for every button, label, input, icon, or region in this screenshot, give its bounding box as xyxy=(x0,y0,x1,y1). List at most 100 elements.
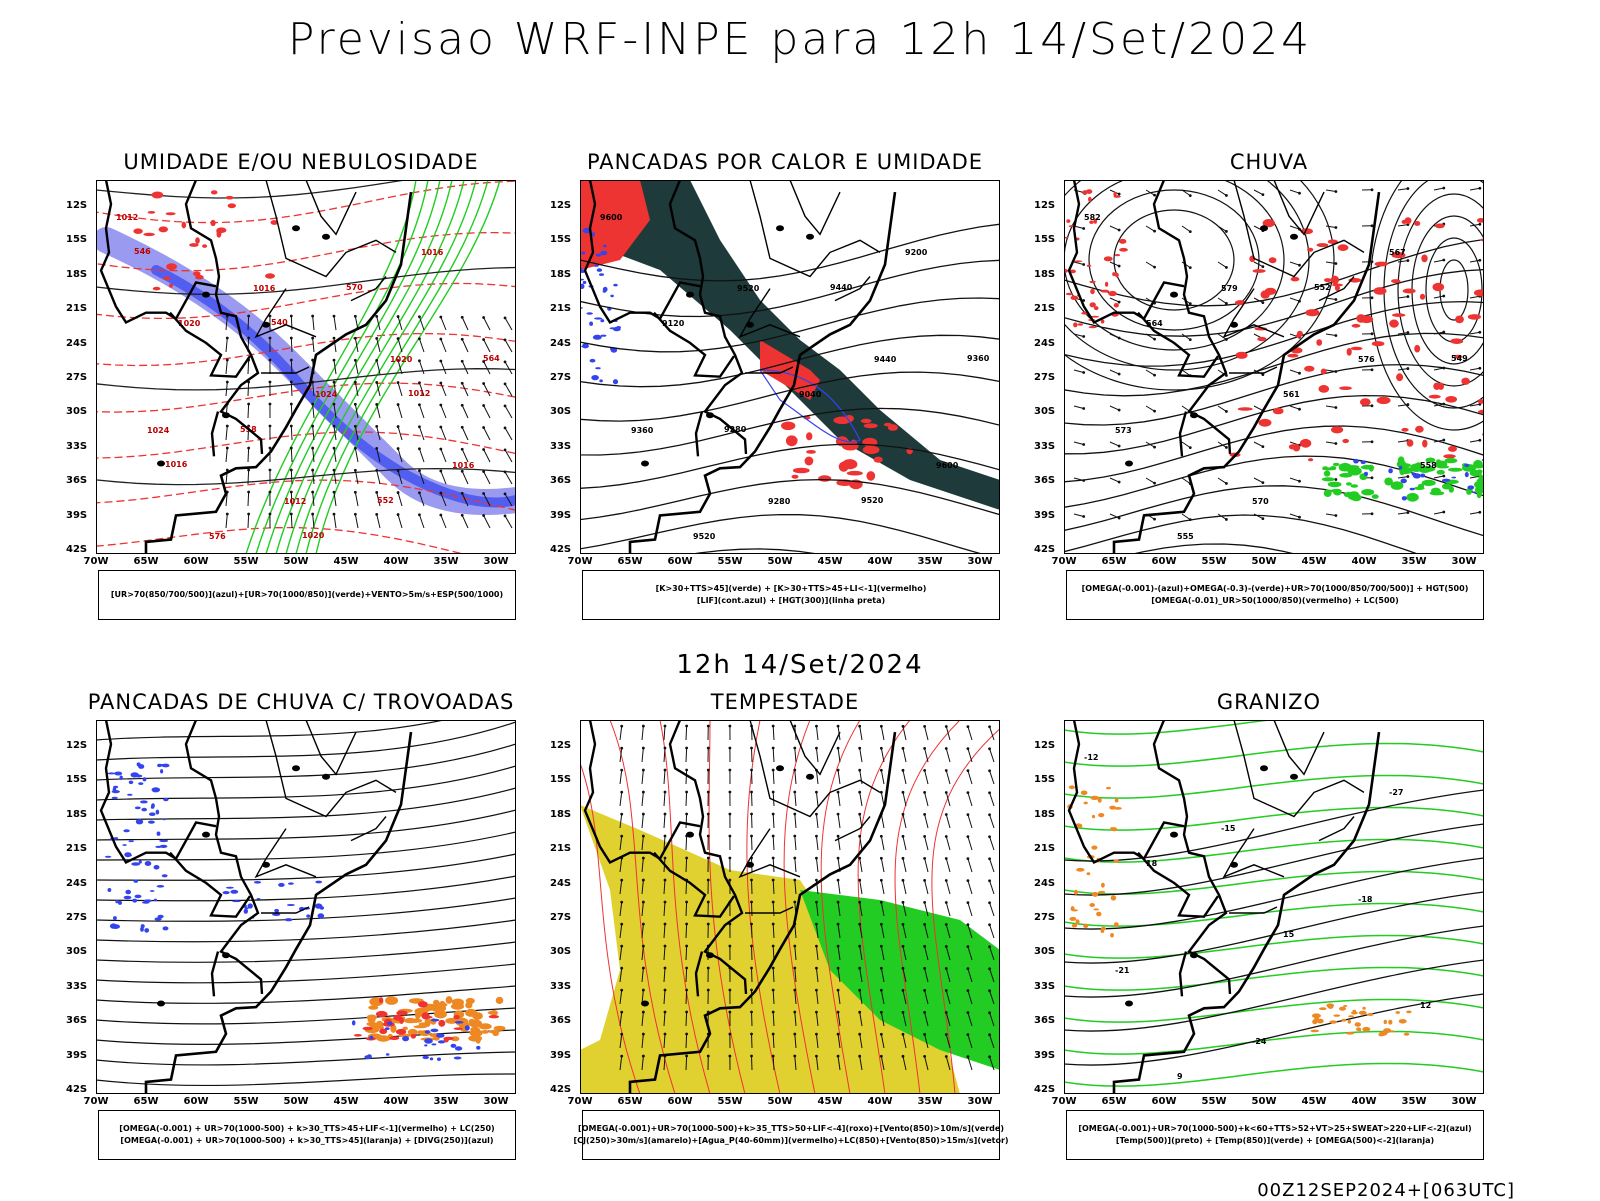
vector-head xyxy=(837,879,840,882)
rain-patch-red xyxy=(1066,219,1070,223)
vector-head xyxy=(1118,301,1121,304)
vector-head xyxy=(728,857,731,860)
vector-head xyxy=(1082,263,1085,266)
vector-head xyxy=(728,989,731,992)
rain-patch-green xyxy=(1449,486,1454,493)
vector-head xyxy=(1334,370,1337,373)
vector-head xyxy=(902,857,905,860)
vector-head xyxy=(880,769,883,772)
rain-patch-blue xyxy=(1361,461,1366,465)
vector-head xyxy=(837,901,840,904)
vector-head xyxy=(880,725,883,728)
vector-head xyxy=(642,769,645,772)
omega-orange-dot xyxy=(1084,802,1088,805)
vector-head xyxy=(880,791,883,794)
omega-orange-dot xyxy=(1092,892,1098,897)
vector-head xyxy=(1225,338,1228,341)
lat-tick-label: 12S xyxy=(1034,740,1055,751)
contour-label: -27 xyxy=(1389,788,1403,797)
lif-contour-dot xyxy=(581,252,585,255)
rain-patch-red xyxy=(1421,255,1427,263)
vector-head xyxy=(333,513,336,516)
vector-head xyxy=(439,426,442,429)
lat-tick-label: 39S xyxy=(66,1050,87,1061)
divergence-dot xyxy=(122,844,126,846)
vector-head xyxy=(772,791,775,794)
vector-head xyxy=(620,1033,623,1036)
vector-head xyxy=(923,1055,926,1058)
vector-head xyxy=(707,747,710,750)
wind-vector xyxy=(686,1034,687,1048)
vector-head xyxy=(815,791,818,794)
lon-tick-label: 55W xyxy=(234,556,259,567)
vector-head xyxy=(923,879,926,882)
rain-patch-red xyxy=(1455,316,1464,324)
vector-head xyxy=(664,989,667,992)
rain-patch-red xyxy=(1073,260,1082,262)
omega-orange-dot xyxy=(1072,909,1078,911)
divergence-dot xyxy=(144,928,149,933)
rain-patch-red xyxy=(1273,408,1284,415)
vector-head xyxy=(945,835,948,838)
vector-head xyxy=(247,513,250,516)
lon-tick-label: 30W xyxy=(968,556,993,567)
vector-head xyxy=(1082,227,1085,230)
vector-head xyxy=(642,791,645,794)
vector-head xyxy=(461,470,464,473)
vector-head xyxy=(664,1011,667,1014)
lif-contour-dot xyxy=(603,245,607,248)
thunderstorm-orange-patch xyxy=(451,1003,464,1009)
rain-patch-blue xyxy=(1364,472,1368,476)
vector-head xyxy=(793,791,796,794)
vector-head xyxy=(837,857,840,860)
legend-line: [OMEGA(-0.001) + UR>70(1000-500) + k>30_… xyxy=(119,1123,494,1135)
rain-patch-red xyxy=(1089,326,1097,328)
lon-tick-label: 40W xyxy=(1352,1096,1377,1107)
rain-patch-green xyxy=(1328,482,1342,488)
divergence-dot xyxy=(107,772,115,774)
divergence-dot xyxy=(129,840,134,842)
rain-patch-green xyxy=(1372,494,1379,499)
contour-label: 9040 xyxy=(799,390,822,399)
vector-head xyxy=(1406,403,1409,406)
vector-head xyxy=(418,315,421,318)
vector-head xyxy=(967,769,970,772)
legend-line: [OMEGA(-0.001)+UR>70(1000-500)+k>35_TTS>… xyxy=(578,1123,1004,1135)
lake-mark xyxy=(1290,774,1298,780)
divergence-dot xyxy=(112,797,118,799)
vector-head xyxy=(461,448,464,451)
omega-orange-dot xyxy=(1089,903,1095,907)
vector-head xyxy=(642,1033,645,1036)
rain-patch-red xyxy=(1405,217,1412,224)
vector-head xyxy=(923,813,926,816)
thunderstorm-orange-patch xyxy=(376,1021,384,1029)
vector-head xyxy=(728,835,731,838)
legend-line: [CJ(250)>30m/s](amarelo)+[Agua_P(40-60mm… xyxy=(573,1135,1008,1147)
vector-head xyxy=(707,1055,710,1058)
legend-line: [OMEGA(-0.001) + UR>70(1000-500) + k>30_… xyxy=(120,1135,493,1147)
vector-head xyxy=(397,469,400,472)
lake-mark xyxy=(262,322,270,328)
vector-head xyxy=(1189,194,1192,197)
lon-tick-label: 35W xyxy=(1402,1096,1427,1107)
vector-head xyxy=(1153,338,1156,341)
divergence-dot xyxy=(257,898,261,900)
rain-patch-red xyxy=(1332,284,1343,287)
divergence-dot xyxy=(436,1033,444,1037)
vector-head xyxy=(945,813,948,816)
vector-head xyxy=(945,1011,948,1014)
vector-head xyxy=(750,1011,753,1014)
lat-tick-label: 18S xyxy=(1034,269,1055,280)
vector-head xyxy=(418,381,421,384)
vector-head xyxy=(772,967,775,970)
contour-label: 552 xyxy=(377,496,394,505)
omega-orange-dot xyxy=(1101,927,1106,931)
omega-orange-dot xyxy=(1312,1019,1317,1024)
contour-label: 1012 xyxy=(408,389,430,398)
rain-patch-red xyxy=(1066,293,1073,296)
thunderstorm-orange-patch xyxy=(468,1035,482,1041)
vector-head xyxy=(902,923,905,926)
vector-head xyxy=(354,403,357,406)
vector-head xyxy=(1261,481,1264,484)
